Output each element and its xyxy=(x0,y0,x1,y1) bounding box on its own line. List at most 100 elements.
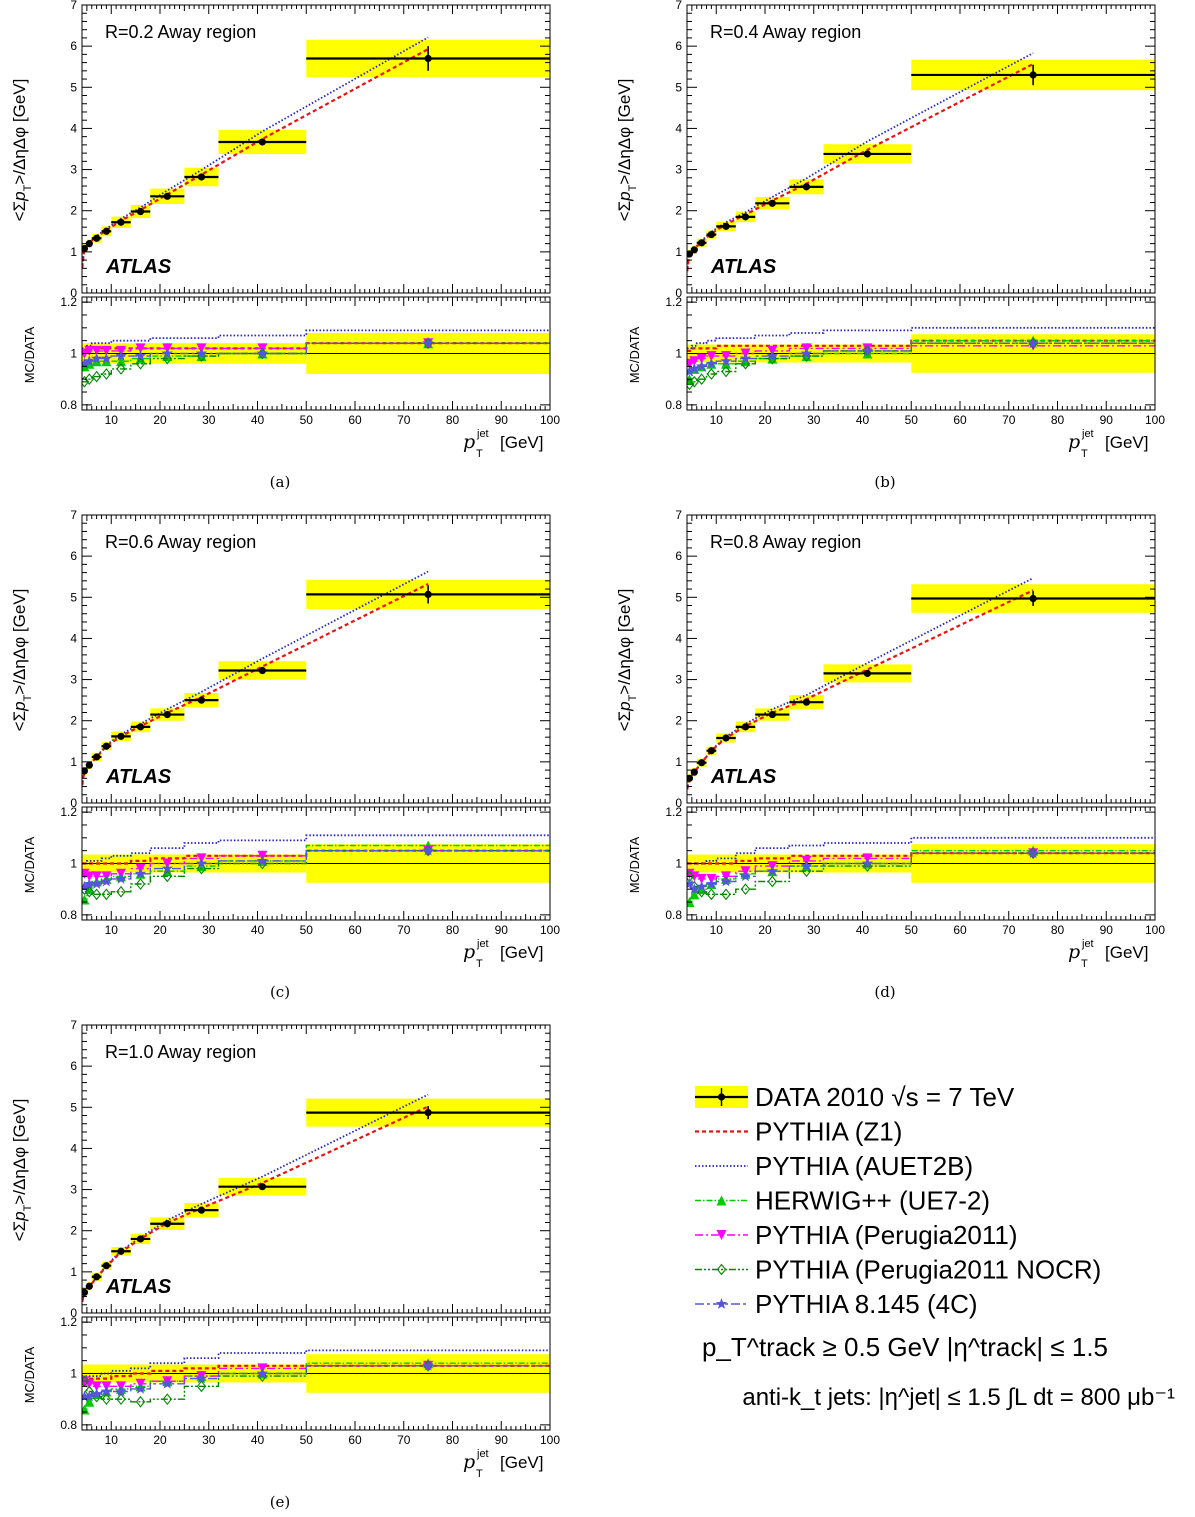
data-point xyxy=(137,1235,144,1242)
y-tick-label: 3 xyxy=(675,673,682,687)
ratio-y-tick-label: 0.8 xyxy=(665,908,682,922)
x-tick-label: 90 xyxy=(495,923,509,937)
x-label-sup: jet xyxy=(476,1448,489,1460)
y-tick-label: 2 xyxy=(70,1224,77,1238)
x-label-sub: T xyxy=(1081,448,1088,460)
data-point xyxy=(742,213,749,220)
panel-caption: (d) xyxy=(874,983,895,1001)
x-tick-label: 10 xyxy=(105,1433,119,1447)
panel-title: R=1.0 Away region xyxy=(105,1042,256,1062)
data-point xyxy=(1030,71,1037,78)
panel-title: R=0.8 Away region xyxy=(710,532,861,552)
x-label-sub: T xyxy=(476,448,483,460)
y-tick-label: 5 xyxy=(70,1100,77,1114)
y-tick-label: 5 xyxy=(70,590,77,604)
legend-label: PYTHIA (AUET2B) xyxy=(755,1151,973,1181)
x-tick-label: 50 xyxy=(300,413,314,427)
y-tick-label: 6 xyxy=(675,39,682,53)
mc-curve-pythia_z1 xyxy=(82,1107,428,1302)
x-tick-label: 70 xyxy=(397,413,411,427)
x-label-unit: [GeV] xyxy=(1105,943,1148,962)
data-point xyxy=(803,183,810,190)
y-tick-label: 5 xyxy=(675,80,682,94)
data-point xyxy=(259,138,266,145)
x-tick-label: 90 xyxy=(1100,413,1114,427)
legend-entry-perugia2011_nocr: PYTHIA (Perugia2011 NOCR) xyxy=(695,1255,1101,1285)
ratio-y-label: MC/DATA xyxy=(22,1346,37,1403)
data-point xyxy=(103,1262,110,1269)
data-point xyxy=(103,743,110,750)
main-y-label: <ΣpT>/ΔηΔφ [GeV] xyxy=(615,589,639,732)
x-tick-label: 20 xyxy=(758,413,772,427)
x-tick-label: 100 xyxy=(1145,413,1165,427)
y-tick-label: 7 xyxy=(675,508,682,522)
x-tick-label: 70 xyxy=(1002,413,1016,427)
y-tick-label: 4 xyxy=(70,1141,77,1155)
data-point xyxy=(259,667,266,674)
ratio-y-tick-label: 0.8 xyxy=(60,908,77,922)
x-label-p: p xyxy=(463,431,475,453)
data-point xyxy=(864,670,871,677)
x-label-sub: T xyxy=(476,1468,483,1480)
x-tick-label: 20 xyxy=(153,923,167,937)
x-label-sup: jet xyxy=(476,428,489,440)
mc-curve-pythia_z1 xyxy=(687,64,1033,271)
x-label-unit: [GeV] xyxy=(500,1453,543,1472)
main-pad xyxy=(81,37,550,268)
legend-entry-data: DATA 2010 √s = 7 TeV xyxy=(695,1082,1015,1112)
x-label-sup: jet xyxy=(1081,938,1094,950)
cut-line-track: p_T^track ≥ 0.5 GeV |η^track| ≤ 1.5 xyxy=(702,1332,1108,1362)
panel-title: R=0.4 Away region xyxy=(710,22,861,42)
x-tick-label: 100 xyxy=(540,413,560,427)
main-pad xyxy=(686,578,1155,789)
ratio-marker-herwig xyxy=(79,894,89,904)
x-label-sub: T xyxy=(1081,958,1088,970)
data-point xyxy=(93,1273,100,1280)
ratio-y-tick-label: 1.2 xyxy=(60,805,77,819)
ratio-marker-pythia8_4c xyxy=(720,876,731,887)
data-point xyxy=(722,734,729,741)
ratio-y-tick-label: 1.2 xyxy=(665,805,682,819)
data-point xyxy=(769,711,776,718)
y-tick-label: 6 xyxy=(675,549,682,563)
x-label-p: p xyxy=(463,941,475,963)
x-label-p: p xyxy=(463,1451,475,1473)
data-point xyxy=(93,235,100,242)
data-point xyxy=(117,219,124,226)
data-point xyxy=(708,747,715,754)
x-label-p: p xyxy=(1068,431,1080,453)
data-point xyxy=(117,733,124,740)
data-point xyxy=(137,723,144,730)
y-tick-label: 7 xyxy=(70,508,77,522)
ratio-y-tick-label: 0.8 xyxy=(665,398,682,412)
mc-curve-pythia_z1 xyxy=(82,584,428,785)
chart-panel-a: 01234567R=0.2 Away regionATLAS<ΣpT>/ΔηΔφ… xyxy=(10,0,560,491)
data-point xyxy=(86,762,93,769)
main-frame xyxy=(687,515,1155,803)
y-tick-label: 2 xyxy=(675,714,682,728)
y-tick-label: 7 xyxy=(70,1018,77,1032)
legend-label: PYTHIA (Perugia2011 NOCR) xyxy=(755,1255,1101,1285)
y-tick-label: 3 xyxy=(70,1183,77,1197)
y-tick-label: 4 xyxy=(70,631,77,645)
data-point xyxy=(698,759,705,766)
x-tick-label: 10 xyxy=(105,923,119,937)
y-tick-label: 3 xyxy=(675,163,682,177)
y-tick-label: 4 xyxy=(675,631,682,645)
x-tick-label: 50 xyxy=(300,1433,314,1447)
data-point xyxy=(164,193,171,200)
ratio-pad xyxy=(79,1350,550,1414)
main-pad xyxy=(81,1095,550,1302)
x-tick-label: 60 xyxy=(953,923,967,937)
ratio-y-label: MC/DATA xyxy=(627,836,642,893)
ratio-y-tick-label: 1 xyxy=(675,347,682,361)
y-tick-label: 6 xyxy=(70,1059,77,1073)
ratio-pad xyxy=(79,835,550,904)
x-tick-label: 30 xyxy=(202,413,216,427)
x-tick-label: 80 xyxy=(1051,923,1065,937)
main-y-label: <ΣpT>/ΔηΔφ [GeV] xyxy=(615,79,639,222)
ratio-y-tick-label: 1 xyxy=(675,857,682,871)
panel-caption: (b) xyxy=(874,473,895,491)
x-tick-label: 60 xyxy=(348,413,362,427)
data-point xyxy=(259,1183,266,1190)
